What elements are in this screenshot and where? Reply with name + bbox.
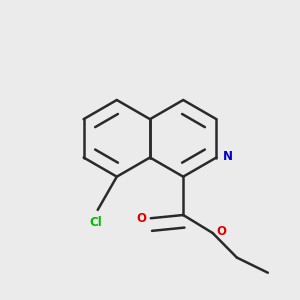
Text: O: O xyxy=(136,212,146,225)
Text: Cl: Cl xyxy=(90,216,102,229)
Text: N: N xyxy=(222,150,233,163)
Text: O: O xyxy=(217,225,226,238)
